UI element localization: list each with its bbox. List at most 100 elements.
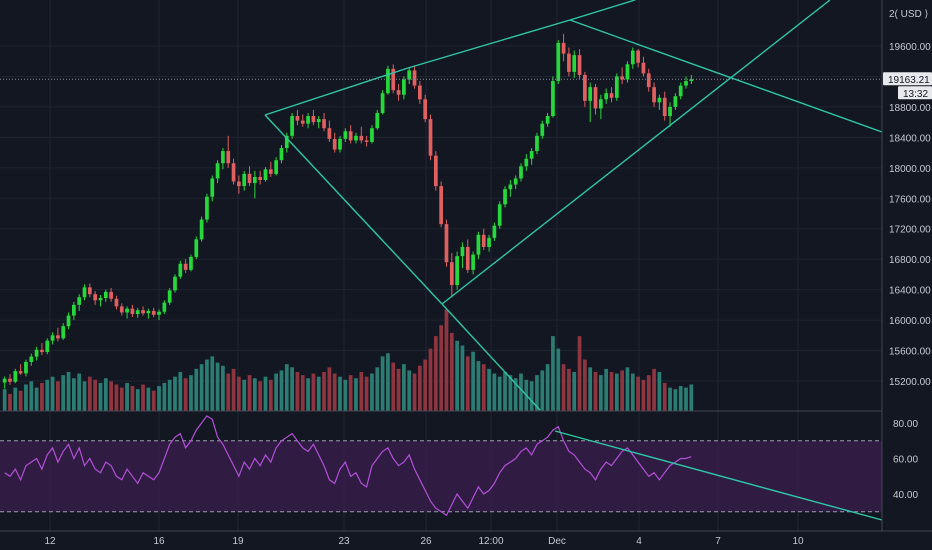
candle-body (609, 93, 614, 98)
rsi-line (4, 415, 692, 517)
candle-body (237, 181, 241, 187)
trendline (441, 303, 541, 411)
volume-bar (673, 389, 678, 411)
candle-body (646, 73, 651, 88)
candle-body (641, 62, 646, 74)
volume-bar (2, 389, 7, 411)
candle-body (263, 169, 268, 180)
volume-bar (535, 375, 539, 411)
volume-bar (322, 372, 326, 411)
volume-bar (630, 373, 635, 411)
volume-bar (167, 379, 172, 411)
candle-body (77, 297, 82, 305)
rsi-axis[interactable]: 40.00 60.00 80.00 (893, 419, 918, 501)
candle-body (402, 79, 406, 95)
candle-body (417, 85, 422, 100)
volume-bar (8, 393, 12, 411)
candle-body (322, 119, 326, 129)
candle-body (109, 291, 113, 299)
candle-body (614, 76, 619, 98)
candle-body (205, 196, 209, 220)
volume-bar (636, 376, 640, 411)
volume-bar (678, 386, 683, 411)
candle-body (508, 184, 513, 190)
candle-body (598, 99, 603, 109)
volume-bar (556, 348, 561, 411)
volume-bar (130, 386, 135, 411)
candle-body (583, 74, 587, 101)
volume-bar (45, 379, 50, 411)
volume-bar (18, 390, 23, 411)
trendlines[interactable] (264, 0, 883, 521)
volume-bar (460, 345, 465, 411)
candle-body (657, 97, 662, 103)
candle-body (630, 50, 635, 65)
volume-bar (29, 381, 34, 411)
volume-bar (407, 370, 412, 411)
candle-body (247, 173, 252, 184)
volume-bar (189, 375, 193, 411)
rsi-tick-label: 40.00 (893, 490, 918, 501)
price-tick-label: 19600.00 (889, 42, 931, 53)
candle-body (194, 239, 199, 257)
candle-body (119, 306, 124, 313)
candle-body (561, 42, 566, 54)
candle-body (662, 97, 667, 117)
candle-body (375, 113, 380, 129)
volume-bar (210, 356, 215, 411)
candle-body (183, 263, 188, 270)
time-tick-label: 12:00 (478, 536, 503, 547)
candle-body (338, 138, 342, 150)
candle-body (620, 76, 625, 80)
candle-body (551, 81, 555, 117)
candle-body (40, 349, 44, 353)
candle-body (135, 310, 140, 314)
volume-bar (24, 384, 28, 411)
candle-body (279, 148, 284, 161)
volume-bar (402, 364, 406, 411)
candle-body (295, 116, 300, 121)
volume-bar (274, 373, 279, 411)
candle-body (103, 291, 108, 299)
time-axis[interactable]: 12 16 19 23 26 12:00 Dec 4 7 10 (44, 536, 804, 547)
volume-bar (125, 382, 129, 411)
candle-body (386, 68, 390, 94)
volume-bar (205, 359, 209, 411)
volume-bar (684, 387, 688, 411)
candle-body (476, 234, 481, 255)
candle-body (8, 378, 12, 382)
candle-body (98, 298, 103, 301)
volume-bar (157, 386, 161, 411)
currency-badge[interactable]: 2( USD ⟩ (884, 5, 930, 21)
volume-bar (82, 381, 87, 411)
volume-bar (545, 364, 550, 411)
price-tick-label: 15200.00 (889, 377, 931, 388)
price-axis[interactable]: 15200.00 15600.00 16000.00 16400.00 16800.00… (889, 42, 931, 388)
candle-body (93, 294, 98, 301)
volume-bar (657, 372, 662, 411)
candle-body (343, 131, 348, 139)
candle-body (45, 340, 50, 353)
volume-bar (428, 348, 433, 411)
candle-body (412, 70, 417, 86)
candle-body (455, 256, 459, 286)
volume-bar (226, 373, 231, 411)
price-tick-label: 16400.00 (889, 286, 931, 297)
candle-body (396, 90, 401, 95)
volume-bar (662, 382, 667, 411)
volume-bar (71, 378, 76, 411)
volume-bar (620, 370, 625, 411)
volume-bar (119, 387, 124, 411)
volume-bar (178, 372, 183, 411)
volume-bars (2, 309, 694, 411)
candle-body (66, 315, 71, 327)
candle-body (56, 335, 60, 339)
volume-bar (151, 390, 156, 411)
volume-bar (540, 370, 545, 411)
candle-body (311, 116, 316, 123)
volume-bar (588, 367, 593, 411)
candlestick-series (2, 33, 694, 389)
volume-bar (668, 387, 672, 411)
candle-body (370, 128, 374, 142)
